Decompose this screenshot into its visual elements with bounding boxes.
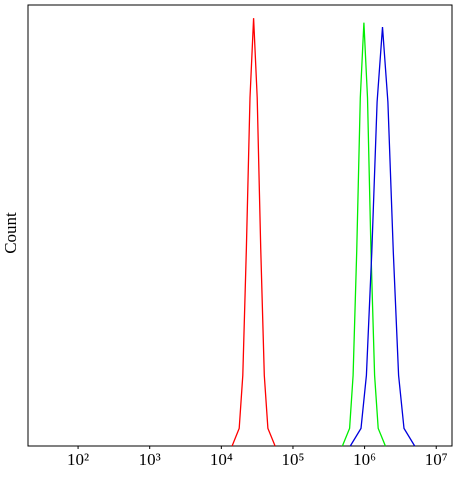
x-tick-label: 10⁴ <box>210 450 233 469</box>
x-tick-label: 10⁵ <box>281 450 304 469</box>
x-tick-label: 10⁷ <box>425 450 448 469</box>
x-tick-label: 10² <box>67 450 89 469</box>
x-tick-label: 10⁶ <box>353 450 376 469</box>
y-axis-label: Count <box>1 212 20 254</box>
histogram-line <box>231 18 276 447</box>
histogram-line <box>341 22 387 447</box>
histogram-line <box>349 27 416 447</box>
plot-frame <box>27 4 453 447</box>
x-tick-label: 10³ <box>139 450 161 469</box>
